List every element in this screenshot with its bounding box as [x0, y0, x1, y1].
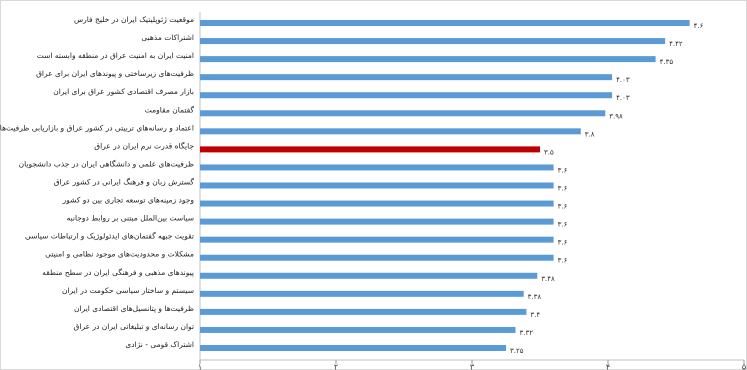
- value-label: ۴.۰۳: [616, 94, 630, 102]
- value-label: ۴.۴۲: [669, 40, 683, 48]
- value-label: ۴.۶: [694, 22, 704, 30]
- value-label: ۳.۶: [558, 166, 568, 174]
- bar: [200, 92, 613, 99]
- category-label: وجود زمینه‌های توسعه تجاری بین دو کشور: [62, 196, 195, 205]
- bar: [200, 326, 516, 333]
- value-label: ۳.۸: [585, 130, 595, 138]
- category-label: موقعیت ژئوپلیتیک ایران در خلیج فارس: [74, 15, 194, 24]
- category-label: اشتراکات مذهبی: [141, 33, 194, 42]
- value-label: ۴.۰۳: [616, 76, 630, 84]
- bar: [200, 56, 656, 63]
- category-label: ظرفیت‌ها و پتانسیل‌های اقتصادی ایران: [74, 304, 194, 313]
- bar: [200, 254, 554, 261]
- value-label: ۳.۲۵: [510, 347, 524, 355]
- bar: [200, 218, 554, 225]
- value-label: ۳.۶: [558, 185, 568, 193]
- category-label: مشکلات و محدودیت‌های موجود نظامی و امنیت…: [45, 250, 194, 259]
- bar: [200, 236, 554, 243]
- category-label: تقویت جبهه گفتمان‌های ایدئولوژیک و ارتبا…: [25, 232, 194, 241]
- bar: [200, 128, 581, 135]
- x-tick-label: ۱: [198, 363, 202, 370]
- value-label: ۳.۶: [558, 203, 568, 211]
- x-tick-label: ۴: [606, 363, 610, 370]
- category-label: اشتراک قومی - نژادی: [125, 340, 194, 349]
- bar: [200, 20, 690, 26]
- category-label: پیوندهای مذهبی و فرهنگی ایران در سطح منط…: [42, 268, 194, 277]
- category-label: سیستم و ساختار سیاسی حکومت در ایران: [62, 286, 194, 295]
- category-label: امنیت ایران به امنیت عراق در منطقه وابست…: [37, 51, 194, 60]
- value-label: ۴.۳۵: [660, 58, 674, 66]
- value-label: ۳.۶: [558, 257, 568, 265]
- category-label: جایگاه قدرت نرم ایران در عراق: [94, 141, 194, 150]
- category-label: گفتمان مقاومت: [145, 105, 195, 114]
- bar: [200, 182, 554, 189]
- category-label: گسترش زبان و فرهنگ ایرانی در کشور عراق: [54, 178, 195, 187]
- value-label: ۳.۳۸: [528, 293, 542, 301]
- bar: [200, 38, 666, 45]
- category-label: اعتماد و رسانه‌های تربیتی در کشور عراق و…: [0, 123, 194, 132]
- value-label: ۳.۳۲: [520, 329, 534, 337]
- value-label: ۳.۶: [558, 239, 568, 247]
- category-label: ظرفیت‌های علمی و دانشگاهی ایران در جذب د…: [19, 159, 194, 168]
- category-label: سیاست بین‌الملل مبتنی بر روابط دوجانبه: [67, 214, 194, 223]
- bar: [200, 308, 527, 315]
- bar: [200, 146, 540, 153]
- value-label: ۳.۴۸: [541, 275, 555, 283]
- bar: [200, 110, 606, 117]
- bar: [200, 272, 538, 279]
- category-label: توان رسانه‌ای و تبلیغاتی ایران در عراق: [74, 322, 194, 331]
- bar: [200, 345, 506, 351]
- bar: [200, 74, 613, 81]
- bar: [200, 290, 524, 297]
- value-label: ۳.۴: [530, 311, 540, 319]
- category-label: ظرفیت‌های زیرساختی و پیوندهای ایران برای…: [36, 69, 194, 78]
- category-label: بازار مصرف اقتصادی کشور عراق برای ایران: [53, 87, 194, 96]
- x-tick-label: ۳: [470, 363, 475, 370]
- value-label: ۳.۶: [558, 221, 568, 229]
- x-tick-label: ۲: [334, 363, 338, 370]
- bar: [200, 164, 554, 171]
- bar: [200, 200, 554, 207]
- x-tick-label: ۵: [742, 363, 746, 370]
- value-label: ۳.۵: [544, 148, 554, 156]
- value-label: ۳.۹۸: [609, 112, 623, 120]
